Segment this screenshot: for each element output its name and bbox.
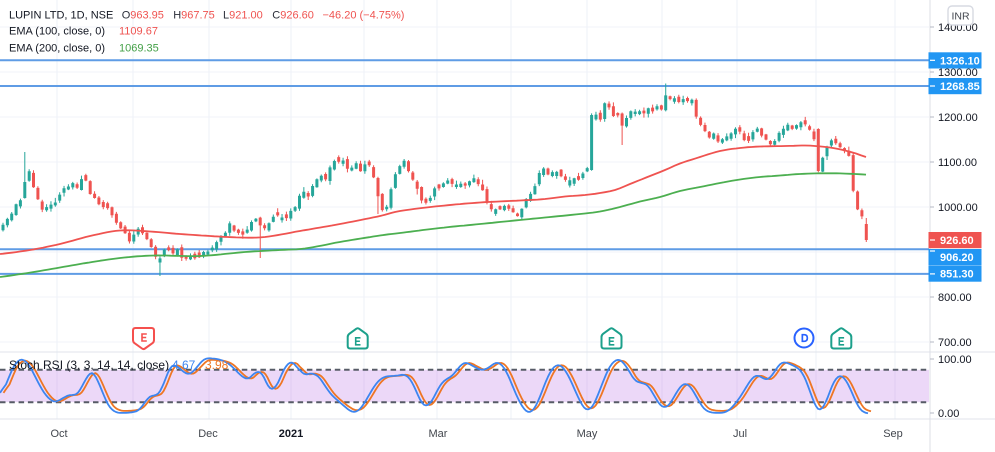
svg-text:2021: 2021	[279, 428, 303, 440]
svg-text:May: May	[577, 428, 598, 440]
svg-text:Stoch RSI (3, 3, 14, 14, close: Stoch RSI (3, 3, 14, 14, close) 4.67 3.98	[9, 358, 229, 372]
svg-text:100.00: 100.00	[938, 354, 972, 366]
svg-text:1200.00: 1200.00	[938, 112, 978, 124]
svg-text:Sep: Sep	[883, 428, 903, 440]
svg-text:1268.85: 1268.85	[940, 81, 980, 93]
svg-text:INR: INR	[951, 10, 970, 22]
svg-text:1326.10: 1326.10	[940, 56, 980, 68]
svg-text:EMA (100, close, 0)1109.67: EMA (100, close, 0) 1109.67	[9, 26, 158, 38]
svg-text:EMA (200, close, 0)1069.35: EMA (200, close, 0) 1069.35	[9, 43, 159, 55]
svg-text:0.00: 0.00	[938, 408, 959, 420]
svg-text:906.20: 906.20	[940, 252, 974, 264]
svg-text:1100.00: 1100.00	[938, 157, 977, 169]
svg-text:700.00: 700.00	[938, 337, 972, 349]
svg-text:Jul: Jul	[733, 428, 747, 440]
svg-text:Mar: Mar	[429, 428, 448, 440]
svg-text:1300.00: 1300.00	[938, 67, 978, 79]
svg-text:851.30: 851.30	[940, 269, 974, 281]
svg-text:1000.00: 1000.00	[938, 202, 978, 214]
svg-text:Oct: Oct	[50, 428, 67, 440]
svg-text:Dec: Dec	[198, 428, 218, 440]
svg-text:926.60: 926.60	[940, 235, 974, 247]
svg-text:800.00: 800.00	[938, 292, 972, 304]
